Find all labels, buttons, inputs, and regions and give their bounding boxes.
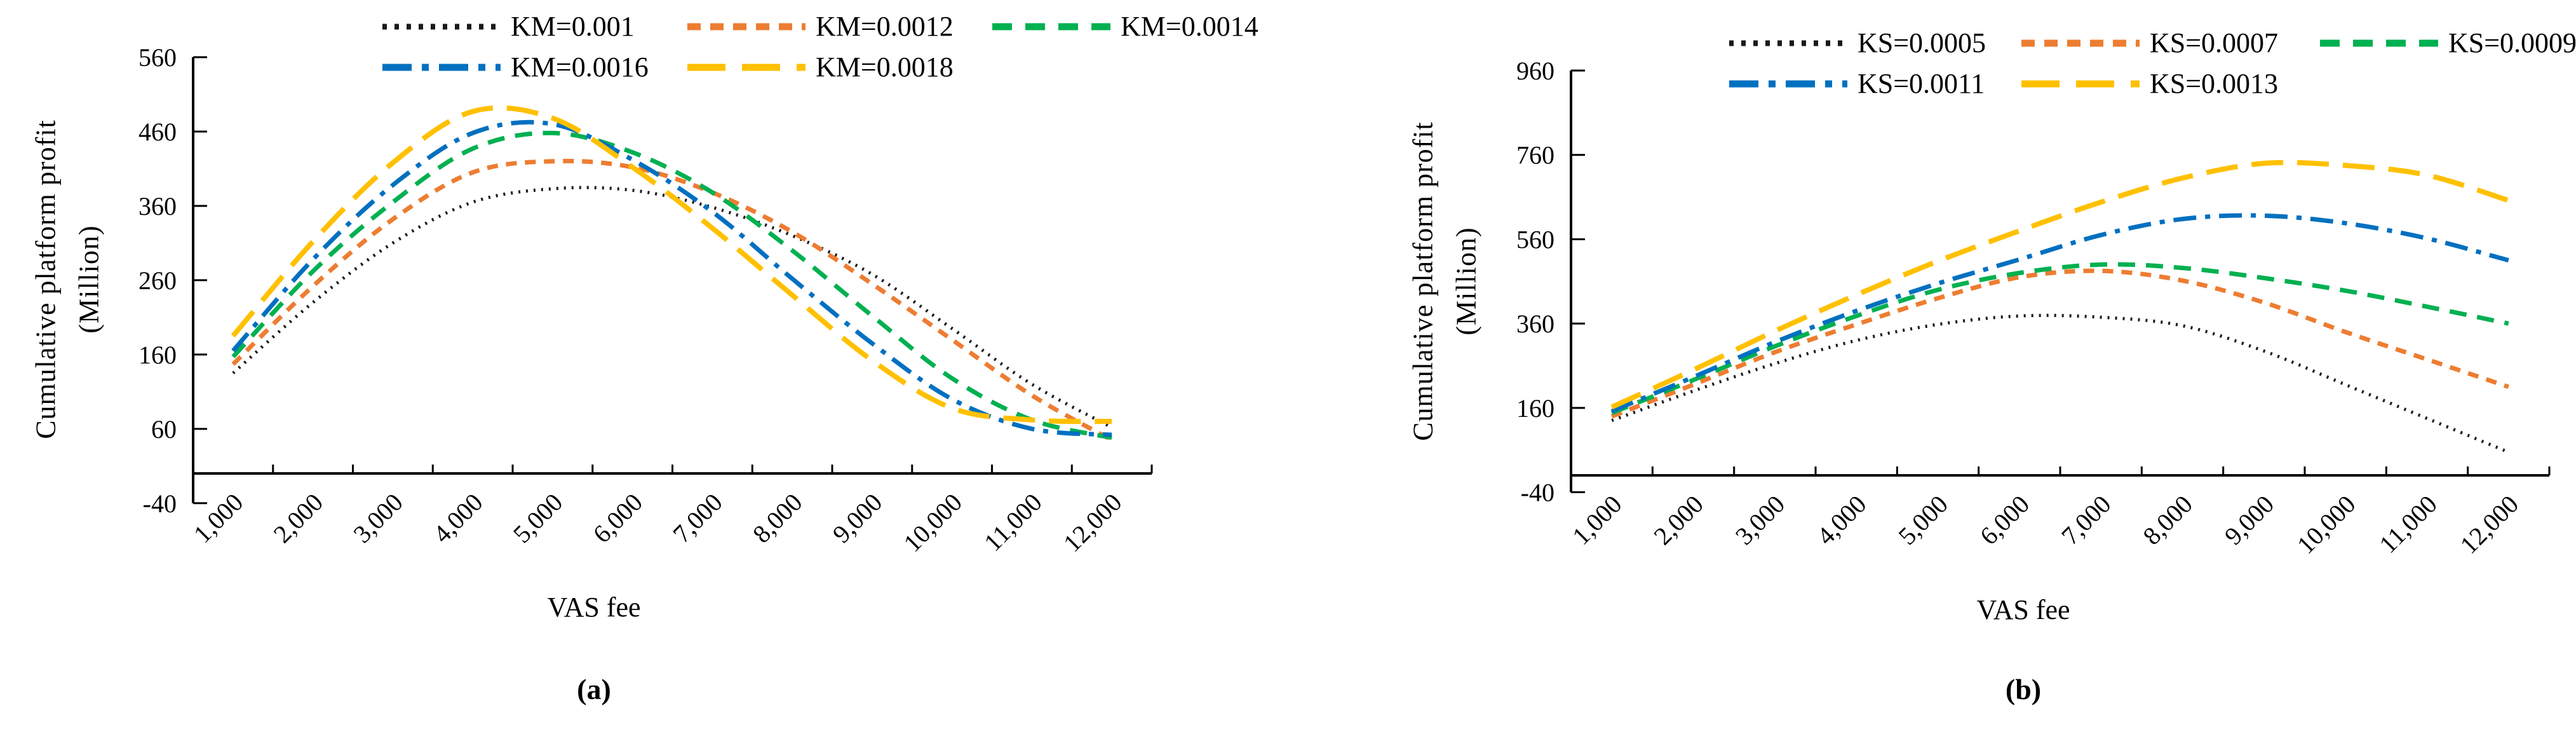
y-tick-label: 960 <box>1516 57 1554 85</box>
y-tick-label: 160 <box>1516 394 1554 423</box>
x-axis-title-a: VAS fee <box>547 592 641 623</box>
legend-item-KM=0.0018: KM=0.0018 <box>686 51 954 83</box>
legend-item-KM=0.0012: KM=0.0012 <box>686 10 954 43</box>
caption-b: (b) <box>2005 673 2042 705</box>
legend-item-KM=0.001: KM=0.001 <box>381 10 635 43</box>
legend-item-KS=0.0007: KS=0.0007 <box>2020 27 2278 59</box>
legend-item-KS=0.0009: KS=0.0009 <box>2319 27 2576 59</box>
x-axis-title-b: VAS fee <box>1976 594 2070 625</box>
x-tick-label: 4,000 <box>1811 490 1871 550</box>
y-axis-title-b: Cumulative platform profit <box>1407 121 1439 441</box>
legend-label: KM=0.0016 <box>511 51 649 83</box>
x-tick-label: 5,000 <box>1892 490 1953 550</box>
y-tick-label: -40 <box>1521 479 1554 507</box>
legend-line-sample-orange <box>2021 39 2140 46</box>
caption-a: (a) <box>577 673 611 705</box>
x-tick-label: 11,000 <box>2373 490 2443 559</box>
legend-item-KM=0.0016: KM=0.0016 <box>381 51 649 83</box>
x-tick-label: 8,000 <box>2137 490 2197 550</box>
series-line-KS=0.0009 <box>1610 262 2509 416</box>
legend-item-KM=0.0014: KM=0.0014 <box>991 10 1258 43</box>
legend-label: KS=0.0009 <box>2448 27 2576 58</box>
legend-label: KM=0.0014 <box>1121 11 1258 42</box>
legend-line-sample-green <box>2320 39 2438 46</box>
series-line-KM=0.0014 <box>231 130 1112 440</box>
y-axis-unit-a: (Million) <box>73 225 105 334</box>
series-line-KM=0.0012 <box>231 158 1113 442</box>
x-tick-label: 6,000 <box>1974 490 2035 550</box>
x-tick-label: 3,000 <box>1730 490 1790 550</box>
y-tick-label: 760 <box>1516 141 1554 170</box>
x-tick-label: 10,000 <box>2291 490 2361 560</box>
legend-item-KS=0.0005: KS=0.0005 <box>1728 27 1986 59</box>
y-tick-label: 260 <box>138 266 177 295</box>
legend-label: KM=0.0012 <box>816 11 954 42</box>
legend-item-KS=0.0013: KS=0.0013 <box>2020 67 2278 100</box>
series-line-KS=0.0013 <box>1610 160 2509 410</box>
series-line-KM=0.0016 <box>231 119 1112 437</box>
legend-label: KM=0.0018 <box>816 51 954 83</box>
x-tick-label: 12,000 <box>2455 490 2525 560</box>
x-tick-label: 7,000 <box>2056 490 2116 550</box>
series-line-KS=0.0005 <box>1611 313 2509 454</box>
y-axis-title-a: Cumulative platform profit <box>30 119 62 439</box>
y-tick-label: 360 <box>1516 309 1554 338</box>
y-tick-label: 560 <box>1516 225 1554 254</box>
x-tick-label: 2,000 <box>1648 490 1708 550</box>
y-tick-label: 160 <box>138 341 177 369</box>
legend-label: KS=0.0007 <box>2150 27 2279 58</box>
y-tick-label: 360 <box>138 192 177 221</box>
series-line-KS=0.0011 <box>1610 213 2509 414</box>
x-tick-label: 9,000 <box>2219 490 2279 550</box>
y-tick-label: -40 <box>143 489 177 518</box>
legend-label: KS=0.0013 <box>2150 68 2279 99</box>
legend-line-sample-blue <box>1729 80 1847 87</box>
legend-line-sample-yellow <box>2021 80 2140 87</box>
y-axis-unit-b: (Million) <box>1450 227 1482 336</box>
y-tick-label: 60 <box>151 415 177 444</box>
legend-line-sample-yellow <box>687 64 806 71</box>
legend-label: KS=0.0011 <box>1858 68 1985 99</box>
legend-line-sample-green <box>992 23 1110 30</box>
legend-line-sample-orange <box>687 23 806 30</box>
legend-label: KM=0.001 <box>511 11 635 42</box>
y-tick-label: 560 <box>138 43 177 72</box>
legend-label: KS=0.0005 <box>1858 27 1986 58</box>
y-tick-label: 460 <box>138 118 177 146</box>
legend-line-sample-blue <box>382 64 501 71</box>
x-tick-label: 1,000 <box>1567 490 1627 550</box>
series-line-KM=0.0018 <box>231 105 1112 425</box>
legend-line-sample-black <box>382 24 501 29</box>
legend-line-sample-black <box>1729 40 1847 46</box>
legend-item-KS=0.0011: KS=0.0011 <box>1728 67 1985 100</box>
